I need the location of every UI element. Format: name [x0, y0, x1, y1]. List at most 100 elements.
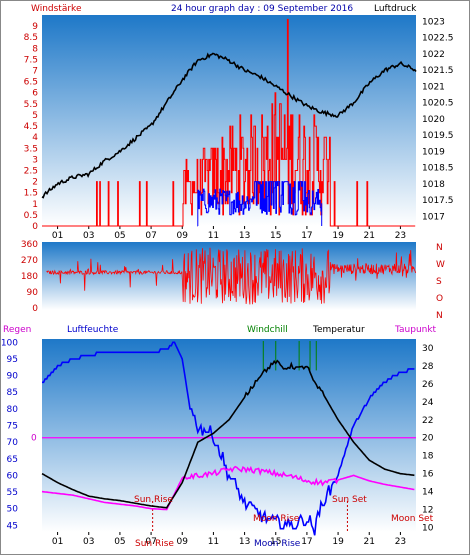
wind-gust-series	[197, 181, 323, 227]
sun-rise-label: Sun Rise	[134, 495, 173, 505]
wind-scale-tick: 5.5	[24, 100, 38, 110]
sun-set-label: Sun Set	[332, 495, 367, 505]
humidity-scale-tick: 100	[1, 338, 18, 348]
temperature-scale-tick: 12	[422, 506, 433, 516]
panel1-group: 00.511.52 2.533.544.555.566.57 7.588.59 101…	[24, 17, 454, 241]
pressure-scale-tick: 1017.5	[422, 196, 454, 206]
wind-scale-tick: 2	[32, 178, 38, 188]
moon-rise-label: Moon Rise	[253, 514, 300, 524]
temperatur-label: Temperatur	[312, 325, 365, 335]
pressure-scale-tick: 1022	[422, 50, 445, 60]
x-tick-label: 11	[208, 537, 219, 547]
x-tick-label: 09	[177, 537, 189, 547]
direction-compass-label: S	[436, 277, 442, 287]
wind-scale-tick: 8	[32, 44, 38, 54]
direction-compass-label: N	[436, 243, 443, 253]
rain-zero-label: 0	[31, 434, 37, 444]
x-tick-label: 09	[177, 231, 189, 241]
temperature-scale-tick: 24	[422, 398, 434, 408]
humidity-scale-tick: 65	[7, 455, 18, 465]
moon-rise-label-bottom: Moon Rise	[254, 539, 301, 549]
x-tick-label: 17	[301, 537, 312, 547]
x-tick-label: 07	[145, 537, 156, 547]
pressure-scale-tick: 1023	[422, 17, 445, 27]
luftdruck-label: Luftdruck	[374, 4, 417, 14]
wind-scale-tick: 3.5	[24, 144, 38, 154]
temperature-scale-tick: 20	[422, 434, 434, 444]
humidity-series	[42, 341, 415, 536]
windstaerke-label: Windstärke	[31, 4, 82, 14]
windchill-label: Windchill	[247, 325, 288, 335]
panel3-plot	[42, 339, 416, 532]
pressure-scale-tick: 1020	[422, 115, 445, 125]
wind-scale-tick: 7.5	[24, 55, 38, 65]
humidity-scale-tick: 45	[7, 521, 18, 531]
wind-scale-tick: 7	[32, 67, 38, 77]
pressure-scale-tick: 1017	[422, 212, 445, 222]
pressure-scale-tick: 1020.5	[422, 99, 454, 109]
x-tick-label: 23	[395, 231, 406, 241]
x-tick-label: 05	[114, 537, 125, 547]
x-tick-label: 21	[364, 537, 375, 547]
direction-compass-label: O	[436, 294, 443, 304]
chart-title: 24 hour graph day : 09 September 2016	[171, 4, 353, 14]
humidity-scale-tick: 90	[7, 372, 19, 382]
x-tick-label: 03	[83, 537, 94, 547]
humidity-scale-tick: 55	[7, 488, 18, 498]
x-tick-label: 19	[332, 537, 344, 547]
wind-scale-tick: 1	[32, 200, 38, 210]
wind-scale-tick: 6	[32, 89, 38, 99]
direction-compass-label: W	[436, 260, 445, 270]
x-tick-label: 19	[332, 231, 344, 241]
direction-scale-tick: 360	[21, 240, 38, 250]
x-tick-label: 03	[83, 231, 94, 241]
regen-label: Regen	[3, 325, 31, 335]
humidity-scale-tick: 80	[7, 405, 19, 415]
humidity-scale-tick: 95	[7, 355, 18, 365]
direction-scale-tick: 0	[32, 304, 38, 314]
wind-scale-tick: 4	[32, 133, 38, 143]
x-tick-label: 23	[395, 537, 406, 547]
humidity-scale-tick: 70	[7, 438, 19, 448]
temperature-series	[41, 359, 415, 509]
panel3-group: 4550556065707580859095100101214161820222…	[1, 338, 434, 547]
wind-scale-tick: 3	[32, 155, 38, 165]
temperature-scale-tick: 28	[422, 362, 434, 372]
moon-set-label: Moon Set	[391, 514, 434, 524]
direction-scale-tick: 180	[21, 272, 38, 282]
pressure-scale-tick: 1022.5	[422, 34, 454, 44]
pressure-scale-tick: 1019	[422, 147, 445, 157]
x-tick-label: 13	[239, 537, 250, 547]
x-tick-label: 17	[301, 231, 312, 241]
humidity-scale-tick: 50	[7, 505, 19, 515]
wind-scale-tick: 5	[32, 111, 38, 121]
temperature-scale-tick: 30	[422, 344, 434, 354]
x-tick-label: 05	[114, 231, 125, 241]
temperature-scale-tick: 10	[422, 524, 434, 534]
wind-direction-series	[46, 247, 417, 305]
wind-scale-tick: 8.5	[24, 33, 38, 43]
temperature-scale-tick: 18	[422, 452, 434, 462]
wind-scale-tick: 2.5	[24, 166, 38, 176]
wind-scale-tick: 6.5	[24, 78, 38, 88]
x-tick-label: 13	[239, 231, 250, 241]
direction-scale-tick: 270	[21, 256, 38, 266]
pressure-scale-tick: 1018.5	[422, 164, 454, 174]
luftfeuchte-label: Luftfeuchte	[67, 325, 119, 335]
x-tick-label: 01	[52, 537, 63, 547]
pressure-scale-tick: 1019.5	[422, 131, 454, 141]
humidity-scale-tick: 85	[7, 388, 18, 398]
temperature-scale-tick: 26	[422, 380, 434, 390]
direction-scale-tick: 90	[27, 288, 39, 298]
x-tick-label: 21	[364, 231, 375, 241]
wind-scale-tick: 9	[32, 22, 38, 32]
x-tick-label: 07	[145, 231, 156, 241]
dewpoint-series	[41, 465, 415, 511]
x-tick-label: 11	[208, 231, 219, 241]
taupunkt-label: Taupunkt	[394, 325, 437, 335]
temperature-scale-tick: 22	[422, 416, 433, 426]
wind-scale-tick: 0	[32, 222, 38, 232]
